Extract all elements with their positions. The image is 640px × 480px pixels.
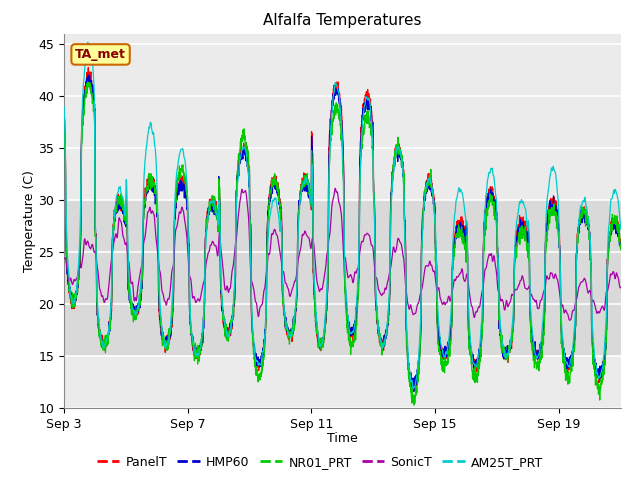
SonicT — [184, 240, 191, 246]
SonicT — [148, 210, 156, 216]
AM25T_PRT — [148, 126, 156, 132]
AM25T_PRT — [60, 104, 68, 109]
NR01_PRT — [617, 247, 625, 252]
PanelT — [60, 108, 68, 114]
Line: PanelT: PanelT — [64, 68, 621, 391]
AM25T_PRT — [115, 189, 122, 195]
HMP60 — [360, 108, 368, 114]
PanelT — [184, 208, 191, 214]
NR01_PRT — [545, 216, 553, 221]
SonicT — [360, 233, 368, 239]
Title: Alfalfa Temperatures: Alfalfa Temperatures — [263, 13, 422, 28]
Bar — [64, 200, 621, 356]
NR01_PRT — [410, 402, 418, 408]
AM25T_PRT — [545, 179, 553, 185]
AM25T_PRT — [262, 302, 270, 308]
NR01_PRT — [262, 314, 270, 320]
HMP60 — [60, 113, 68, 119]
SonicT — [332, 185, 339, 191]
AM25T_PRT — [617, 227, 625, 232]
Line: HMP60: HMP60 — [64, 75, 621, 392]
PanelT — [262, 308, 270, 313]
X-axis label: Time: Time — [327, 432, 358, 445]
Text: TA_met: TA_met — [75, 48, 126, 61]
NR01_PRT — [84, 79, 92, 85]
AM25T_PRT — [360, 104, 368, 110]
Y-axis label: Temperature (C): Temperature (C) — [22, 170, 36, 272]
Line: AM25T_PRT: AM25T_PRT — [64, 42, 621, 389]
HMP60 — [617, 246, 625, 252]
SonicT — [60, 256, 68, 262]
NR01_PRT — [115, 199, 122, 204]
PanelT — [115, 192, 122, 197]
HMP60 — [545, 217, 553, 223]
PanelT — [617, 245, 625, 251]
PanelT — [360, 104, 368, 109]
HMP60 — [115, 203, 122, 208]
SonicT — [114, 228, 122, 233]
NR01_PRT — [148, 180, 156, 185]
SonicT — [545, 276, 553, 282]
SonicT — [262, 273, 270, 279]
AM25T_PRT — [84, 39, 92, 45]
PanelT — [545, 212, 553, 218]
Line: SonicT: SonicT — [64, 188, 621, 320]
NR01_PRT — [360, 121, 368, 127]
HMP60 — [410, 389, 418, 395]
NR01_PRT — [184, 194, 191, 200]
AM25T_PRT — [184, 201, 191, 207]
SonicT — [617, 285, 625, 291]
SonicT — [566, 317, 573, 323]
HMP60 — [184, 205, 191, 211]
AM25T_PRT — [409, 386, 417, 392]
Line: NR01_PRT: NR01_PRT — [64, 82, 621, 405]
HMP60 — [84, 72, 92, 78]
PanelT — [148, 177, 156, 182]
PanelT — [84, 65, 92, 71]
HMP60 — [148, 188, 156, 194]
HMP60 — [262, 313, 270, 319]
Legend: PanelT, HMP60, NR01_PRT, SonicT, AM25T_PRT: PanelT, HMP60, NR01_PRT, SonicT, AM25T_P… — [92, 451, 548, 474]
PanelT — [408, 388, 416, 394]
NR01_PRT — [60, 120, 68, 126]
